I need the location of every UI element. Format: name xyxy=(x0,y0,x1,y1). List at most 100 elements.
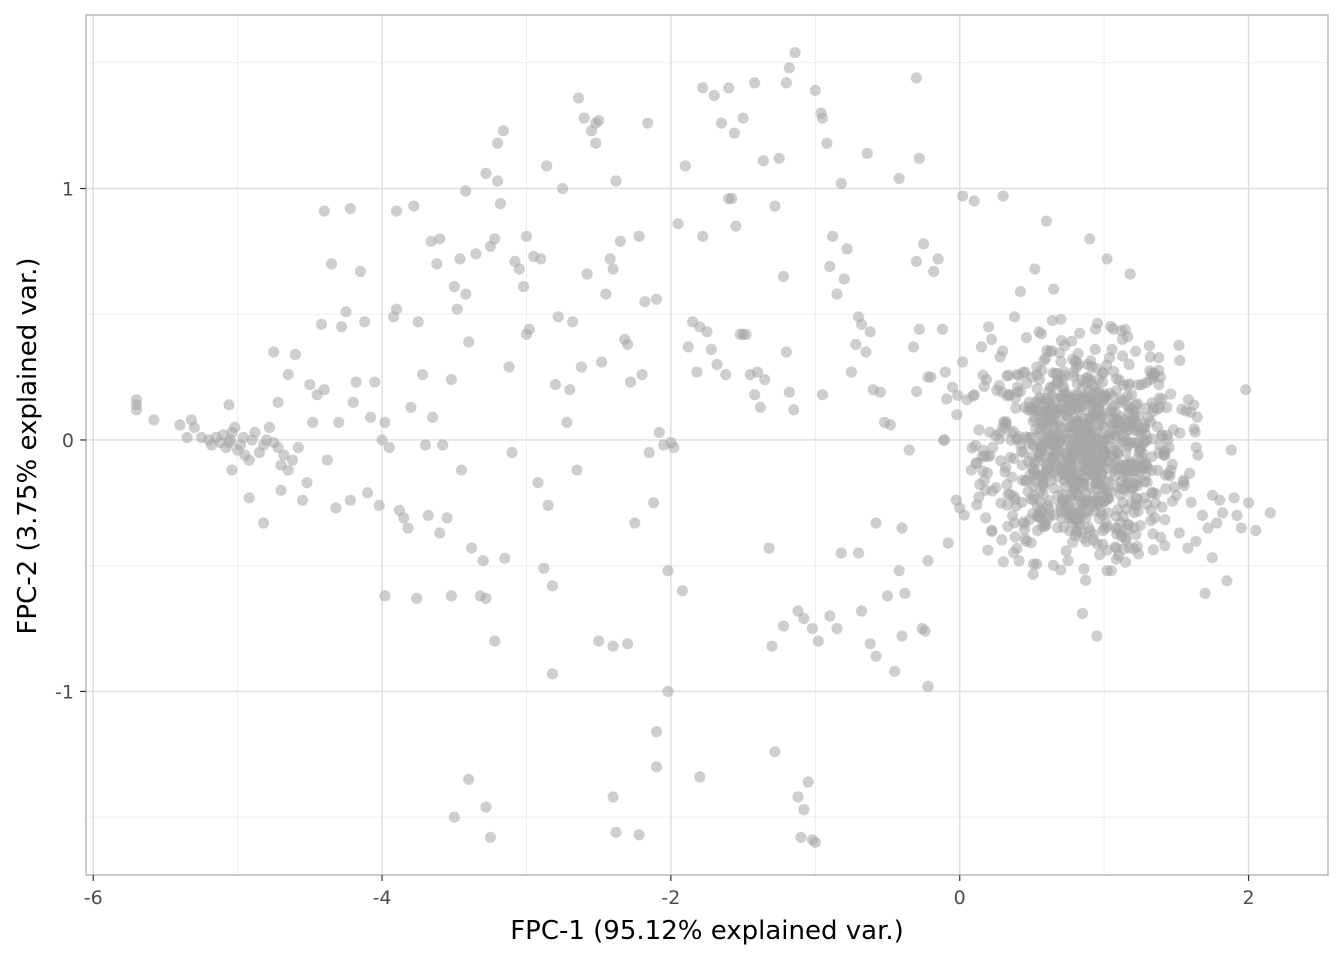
data-point xyxy=(1031,383,1043,395)
data-point xyxy=(1153,392,1165,404)
data-point xyxy=(1102,429,1115,441)
data-point xyxy=(1093,385,1105,398)
data-point xyxy=(809,84,821,96)
data-point xyxy=(237,431,249,444)
data-point xyxy=(1214,494,1226,506)
data-point xyxy=(1013,555,1025,567)
data-point xyxy=(571,464,583,476)
data-point xyxy=(1144,351,1156,363)
data-point xyxy=(1035,430,1047,442)
data-point xyxy=(1055,564,1067,576)
data-point xyxy=(896,522,908,534)
data-point xyxy=(1063,498,1075,510)
data-point xyxy=(928,265,940,278)
data-point xyxy=(1140,469,1152,481)
data-point xyxy=(359,316,371,328)
data-point xyxy=(777,270,790,283)
data-point xyxy=(1007,425,1019,437)
data-point xyxy=(416,369,429,381)
data-point xyxy=(354,265,366,278)
data-point xyxy=(1225,444,1237,456)
data-point xyxy=(451,303,463,315)
data-point xyxy=(489,635,501,647)
data-point xyxy=(330,502,342,514)
data-point xyxy=(922,371,934,383)
data-point xyxy=(390,303,403,315)
data-point xyxy=(1153,352,1165,364)
data-point xyxy=(1008,546,1020,559)
data-point xyxy=(1101,253,1113,265)
data-point xyxy=(455,464,468,476)
data-point xyxy=(896,630,908,642)
data-point xyxy=(1116,531,1128,543)
data-point xyxy=(1039,517,1051,529)
data-point xyxy=(520,230,533,242)
data-point xyxy=(1060,545,1072,557)
data-point xyxy=(1044,346,1056,358)
data-point xyxy=(229,421,241,433)
data-point xyxy=(942,537,954,549)
data-point xyxy=(676,585,689,597)
data-point xyxy=(318,205,330,217)
data-point xyxy=(938,434,950,446)
data-point xyxy=(1055,391,1067,403)
data-point xyxy=(864,326,876,338)
x-tick-label: -4 xyxy=(373,887,392,909)
data-point xyxy=(494,198,507,210)
data-point xyxy=(1036,364,1048,376)
data-point xyxy=(1143,340,1155,352)
data-point xyxy=(1182,542,1194,554)
data-point xyxy=(148,414,160,426)
data-point xyxy=(590,117,602,129)
data-point xyxy=(913,323,925,335)
data-point xyxy=(1106,441,1118,453)
data-point xyxy=(633,230,645,242)
data-point xyxy=(390,205,403,217)
data-point xyxy=(1190,441,1202,454)
data-point xyxy=(952,389,964,401)
data-point xyxy=(946,381,959,393)
data-point xyxy=(614,235,626,247)
data-point xyxy=(307,416,319,428)
data-point xyxy=(715,117,728,129)
data-point xyxy=(379,590,391,602)
data-point xyxy=(1064,404,1076,416)
data-point xyxy=(1110,373,1123,385)
data-point xyxy=(1086,500,1098,512)
data-point xyxy=(728,127,741,139)
data-point xyxy=(1125,389,1138,401)
data-point xyxy=(792,791,804,803)
data-point xyxy=(1021,377,1033,389)
data-point xyxy=(590,137,602,149)
data-point xyxy=(783,386,795,398)
data-point xyxy=(751,366,764,378)
data-point xyxy=(650,293,663,305)
data-point xyxy=(466,542,478,554)
data-point xyxy=(1052,437,1064,449)
data-point xyxy=(679,160,691,172)
data-point xyxy=(1130,345,1142,357)
data-point xyxy=(513,263,525,275)
data-point xyxy=(402,522,414,534)
data-point xyxy=(480,167,492,179)
data-point xyxy=(792,605,804,617)
data-point xyxy=(460,288,472,300)
data-point xyxy=(694,771,706,783)
data-point xyxy=(711,358,723,371)
data-point xyxy=(757,155,769,167)
data-point xyxy=(243,454,255,466)
data-point xyxy=(749,389,761,401)
data-point xyxy=(1190,535,1202,547)
data-point xyxy=(600,288,612,300)
data-point xyxy=(726,193,738,205)
data-point xyxy=(997,190,1009,202)
data-point xyxy=(633,829,645,841)
data-point xyxy=(653,426,665,438)
data-point xyxy=(445,374,457,386)
data-point xyxy=(441,512,453,524)
data-point xyxy=(362,487,374,499)
data-point xyxy=(980,512,992,524)
data-point xyxy=(798,804,810,816)
data-point xyxy=(769,746,781,758)
data-point xyxy=(1140,402,1152,414)
